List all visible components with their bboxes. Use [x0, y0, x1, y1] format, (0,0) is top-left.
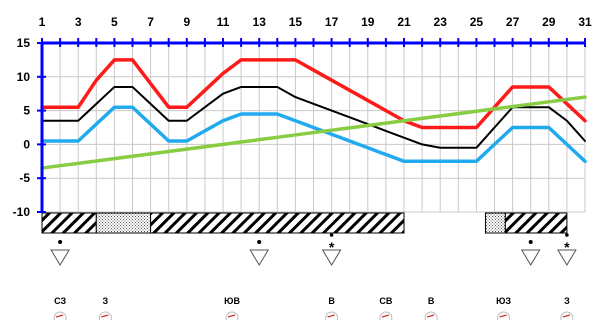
wind-arrow-icon [101, 314, 109, 318]
snow-icon: * [321, 233, 342, 266]
wind-arrow-icon [426, 314, 435, 318]
series-line [40, 105, 587, 164]
rain-dot [528, 240, 533, 244]
wind-indicator: ЮЗ [496, 296, 511, 325]
wind-indicator: З [560, 296, 574, 325]
snow-asterisk: * [329, 239, 335, 255]
condition-bar [41, 212, 97, 234]
wind-indicator: З [98, 296, 112, 325]
x-tick-label: 5 [111, 15, 118, 29]
series-lines [40, 58, 587, 170]
wind-arrow-icon [327, 314, 335, 318]
wind-direction-label: В [328, 296, 335, 306]
x-tick-label: 17 [325, 15, 339, 29]
condition-bar [504, 212, 568, 234]
wind-indicator: СЗ [53, 296, 67, 325]
wind-arrow-icon [227, 314, 236, 318]
wind-arrow-icon [55, 314, 64, 318]
x-tick-label: 23 [434, 15, 448, 29]
wind-direction-label: ЮВ [224, 296, 240, 306]
rain-icon [50, 240, 70, 266]
wind-direction-label: ЮЗ [496, 296, 511, 306]
condition-bars [41, 212, 568, 234]
snow-asterisk: * [564, 239, 570, 255]
x-tick-label: 25 [470, 15, 484, 29]
x-tick-label: 3 [75, 15, 82, 29]
y-tick-label: -5 [19, 171, 30, 185]
y-tick-label: 10 [17, 70, 31, 84]
wind-arrow-icon [499, 314, 507, 318]
condition-bar [150, 212, 405, 234]
precipitation-triangle [520, 249, 541, 266]
x-tick-label: 31 [578, 15, 592, 29]
wind-indicators: СЗ З ЮВ В СВ В ЮЗ З [53, 296, 574, 325]
series-line [40, 95, 587, 170]
rain-icon [520, 240, 541, 266]
x-tick-label: 11 [217, 15, 230, 29]
y-tick-label: 5 [23, 104, 30, 118]
x-tick-label: 21 [397, 15, 411, 29]
wind-indicator: В [325, 296, 339, 325]
snow-icon: * [557, 233, 577, 266]
x-tick-label: 19 [361, 15, 375, 29]
snow-dot [329, 233, 334, 237]
y-tick-label: 15 [17, 36, 31, 50]
x-tick-label: 7 [147, 15, 154, 29]
precipitation-triangle [249, 249, 270, 266]
precipitation-triangle [321, 249, 342, 266]
condition-bar [95, 212, 152, 234]
wind-indicator: В [424, 296, 438, 325]
x-tick-label: 13 [253, 15, 267, 29]
series-line [41, 85, 586, 149]
x-tick-label: 29 [542, 15, 556, 29]
rain-icon [249, 240, 270, 266]
wind-direction-label: З [564, 296, 570, 306]
y-tick-label: 0 [23, 137, 30, 151]
x-tick-label: 1 [39, 15, 46, 29]
wind-direction-label: В [428, 296, 435, 306]
wind-direction-label: З [103, 296, 109, 306]
wind-indicator: ЮВ [224, 296, 240, 325]
rain-dot [257, 240, 262, 244]
wind-direction-label: СЗ [54, 296, 66, 306]
snow-dot [565, 233, 569, 237]
wind-indicator: СВ [379, 296, 393, 325]
precipitation-icons: * * [50, 233, 577, 266]
precipitation-triangle [557, 249, 577, 266]
wind-arrow-icon [562, 314, 571, 318]
x-tick-label: 9 [183, 15, 190, 29]
condition-bar [484, 212, 506, 234]
rain-dot [58, 240, 63, 244]
x-tick-label: 27 [506, 15, 520, 29]
x-tick-label: 15 [289, 15, 303, 29]
wind-arrow-icon [381, 314, 390, 318]
y-tick-label: -10 [13, 205, 31, 219]
wind-direction-label: СВ [379, 296, 392, 306]
precipitation-triangle [50, 249, 70, 266]
